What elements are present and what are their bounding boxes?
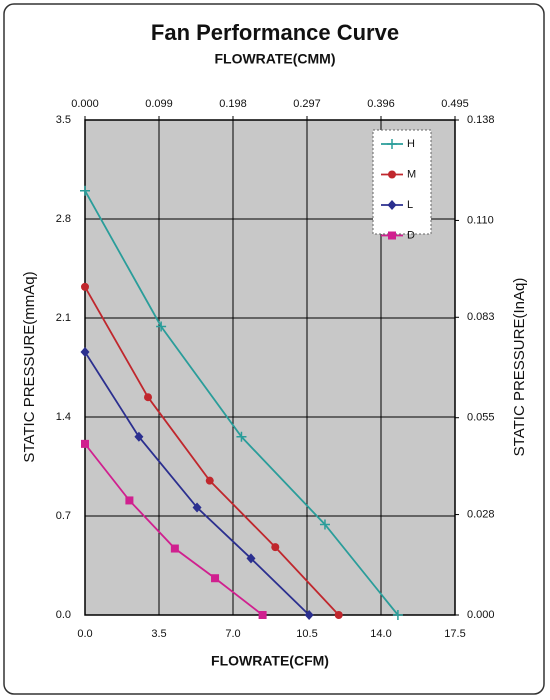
marker: [81, 439, 89, 448]
y2-tick-label: 0.110: [467, 214, 494, 226]
y2-tick-label: 0.000: [467, 609, 495, 621]
x-tick-label: 14.0: [370, 628, 391, 640]
y2-tick-label: 0.028: [467, 508, 495, 520]
chart-title: Fan Performance Curve: [151, 20, 399, 45]
x-tick-label: 17.5: [444, 628, 465, 640]
marker: [205, 476, 214, 485]
marker: [192, 502, 202, 513]
y-tick-label: 1.4: [56, 411, 71, 423]
marker: [304, 610, 314, 620]
y-tick-label: 2.8: [56, 213, 71, 225]
marker: [144, 393, 153, 402]
y2-tick-label: 0.138: [467, 114, 495, 126]
marker: [125, 496, 134, 505]
marker: [319, 519, 330, 530]
y2-tick-label: 0.055: [467, 412, 495, 424]
x2-tick-label: 0.396: [367, 98, 395, 110]
x2-tick-label: 0.495: [441, 98, 469, 110]
marker: [236, 431, 247, 442]
x2-tick-label: 0.198: [219, 98, 247, 110]
marker: [80, 185, 90, 196]
marker: [387, 200, 397, 210]
legend-label: M: [407, 168, 416, 180]
marker: [334, 611, 343, 619]
legend-label: D: [407, 229, 415, 241]
x-tick-label: 3.5: [151, 628, 166, 640]
y-tick-label: 3.5: [56, 114, 71, 126]
y-axis-title: STATIC PRESSURE(mmAq): [21, 271, 38, 462]
marker: [258, 611, 267, 619]
marker: [387, 139, 397, 149]
y2-axis-title: STATIC PRESSURE(InAq): [511, 278, 528, 457]
plot-border: [84, 119, 456, 616]
y-tick-label: 2.1: [56, 312, 71, 324]
marker: [156, 321, 167, 332]
y-tick-label: 0.0: [56, 609, 71, 621]
marker: [392, 610, 403, 620]
x-axis-title: FLOWRATE(CFM): [211, 653, 329, 669]
marker: [134, 431, 144, 442]
x2-tick-label: 0.099: [145, 98, 173, 110]
x-tick-label: 0.0: [77, 628, 92, 640]
y2-tick-label: 0.083: [467, 311, 495, 323]
legend: H M L D: [372, 129, 432, 241]
marker: [170, 544, 179, 553]
marker: [81, 282, 89, 291]
x2-axis-title: FLOWRATE(CMM): [214, 51, 335, 67]
marker: [211, 574, 220, 583]
marker: [271, 543, 280, 552]
x2-tick-label: 0.297: [293, 98, 321, 110]
legend-box: [372, 129, 432, 235]
x2-tick-label: 0.000: [71, 98, 99, 110]
legend-label: H: [407, 138, 415, 150]
x-tick-label: 7.0: [225, 628, 240, 640]
y-tick-label: 0.7: [56, 510, 71, 522]
marker: [388, 170, 396, 179]
marker: [388, 231, 396, 240]
legend-label: L: [407, 199, 413, 211]
marker: [246, 553, 256, 564]
marker: [80, 346, 90, 357]
x-tick-label: 10.5: [296, 628, 317, 640]
